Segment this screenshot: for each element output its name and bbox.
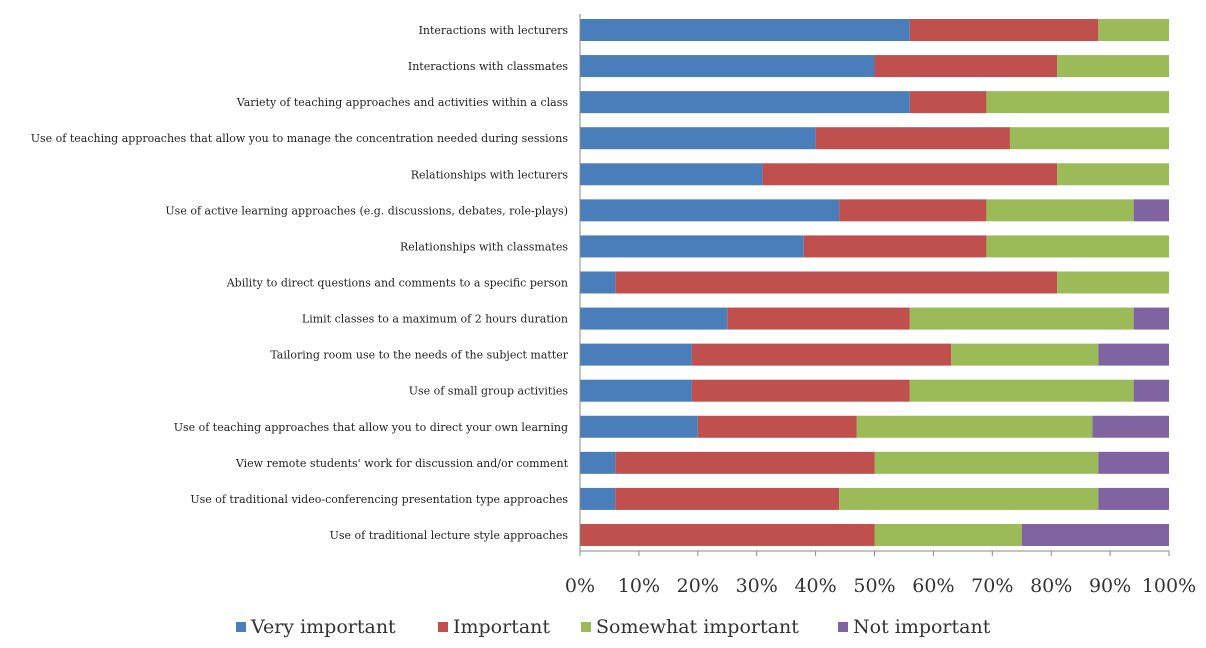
- bar-segment-somewhat-important: [839, 487, 1099, 510]
- bar-segment-very-important: [580, 127, 816, 150]
- bar-segment-not-important: [1133, 307, 1169, 330]
- bar-segment-somewhat-important: [1057, 163, 1169, 186]
- bar-segment-not-important: [1021, 523, 1169, 546]
- bar-segment-important: [762, 163, 1058, 186]
- category-label: View remote students' work for discussio…: [235, 457, 569, 470]
- category-label: Relationships with lecturers: [411, 168, 569, 181]
- category-label: Interactions with lecturers: [419, 24, 569, 37]
- category-label: Interactions with classmates: [408, 60, 569, 73]
- bar-segment-important: [615, 271, 1058, 294]
- x-tick-label: 40%: [794, 575, 836, 597]
- bar-segment-very-important: [580, 199, 840, 222]
- x-tick-label: 100%: [1142, 575, 1196, 597]
- category-label: Relationships with classmates: [400, 240, 568, 253]
- bar-segment-very-important: [580, 235, 804, 258]
- bar-segment-somewhat-important: [951, 343, 1099, 366]
- bar-segment-not-important: [1098, 343, 1169, 366]
- category-label: Use of active learning approaches (e.g. …: [165, 204, 568, 217]
- bar-segment-somewhat-important: [986, 199, 1134, 222]
- bar-segment-very-important: [580, 379, 692, 402]
- bar-segment-important: [909, 91, 987, 114]
- bar-segment-somewhat-important: [1098, 19, 1169, 41]
- legend-swatch-somewhat-important: [581, 622, 591, 632]
- legend-swatch-not-important: [838, 622, 848, 632]
- legend: Very important Important Somewhat importan…: [236, 616, 991, 638]
- bar-segment-important: [839, 199, 987, 222]
- bar-segment-somewhat-important: [856, 415, 1093, 438]
- category-label: Variety of teaching approaches and activ…: [236, 96, 569, 109]
- bar-segment-important: [727, 307, 910, 330]
- bar-segment-important: [874, 55, 1058, 78]
- bar-segment-important: [615, 487, 840, 510]
- bar-segment-important: [803, 235, 987, 258]
- x-tick-label: 60%: [912, 575, 954, 597]
- bar-segment-somewhat-important: [1057, 271, 1169, 294]
- bar-segment-not-important: [1098, 487, 1169, 510]
- bar-segment-important: [909, 19, 1099, 41]
- bar-segment-important: [691, 379, 910, 402]
- bar-segment-somewhat-important: [986, 235, 1169, 258]
- bar-segment-important: [580, 523, 875, 546]
- bar-segment-very-important: [580, 163, 763, 186]
- bar-segment-somewhat-important: [986, 91, 1169, 114]
- x-tick-label: 30%: [736, 575, 778, 597]
- bar-segment-very-important: [580, 19, 910, 41]
- bar-segment-very-important: [580, 343, 692, 366]
- category-label: Use of small group activities: [409, 385, 569, 398]
- bar-segment-somewhat-important: [909, 307, 1134, 330]
- bars-group: [580, 19, 1169, 546]
- bar-segment-not-important: [1133, 199, 1169, 222]
- bar-segment-very-important: [580, 271, 616, 294]
- bar-segment-somewhat-important: [1057, 55, 1169, 78]
- x-tick-label: 0%: [565, 575, 595, 597]
- category-label: Use of teaching approaches that allow yo…: [31, 132, 569, 145]
- x-tick-label: 80%: [1030, 575, 1072, 597]
- category-label: Use of traditional video-conferencing pr…: [190, 493, 568, 506]
- legend-label-not-important: Not important: [853, 616, 991, 638]
- category-label: Use of teaching approaches that allow yo…: [174, 421, 568, 434]
- bar-segment-not-important: [1133, 379, 1169, 402]
- bar-segment-very-important: [580, 307, 728, 330]
- bar-segment-somewhat-important: [874, 451, 1099, 474]
- bar-segment-important: [615, 451, 875, 474]
- category-label: Ability to direct questions and comments…: [226, 276, 568, 289]
- bar-segment-very-important: [580, 55, 875, 78]
- category-label: Tailoring room use to the needs of the s…: [270, 349, 568, 362]
- bar-segment-not-important: [1092, 415, 1169, 438]
- bar-segment-somewhat-important: [909, 379, 1134, 402]
- legend-swatch-important: [438, 622, 448, 632]
- x-tick-label: 90%: [1089, 575, 1131, 597]
- bar-segment-important: [815, 127, 1010, 150]
- x-tick-label: 10%: [618, 575, 660, 597]
- bar-segment-somewhat-important: [1009, 127, 1169, 150]
- x-axis-ticks: 0% 10% 20% 30% 40% 50% 60% 70% 80% 90% 100%: [565, 550, 1196, 597]
- x-tick-label: 70%: [971, 575, 1013, 597]
- x-tick-label: 50%: [853, 575, 895, 597]
- bar-segment-important: [697, 415, 857, 438]
- bar-segment-not-important: [1098, 451, 1169, 474]
- bar-segment-somewhat-important: [874, 523, 1022, 546]
- legend-label-somewhat-important: Somewhat important: [596, 616, 799, 638]
- bar-segment-important: [691, 343, 952, 366]
- bar-segment-very-important: [580, 451, 616, 474]
- x-tick-label: 20%: [677, 575, 719, 597]
- legend-swatch-very-important: [236, 622, 246, 632]
- category-labels: Interactions with lecturers Interactions …: [31, 24, 569, 542]
- category-label: Limit classes to a maximum of 2 hours du…: [302, 313, 568, 326]
- bar-segment-very-important: [580, 91, 910, 114]
- bar-segment-very-important: [580, 415, 698, 438]
- legend-label-very-important: Very important: [250, 616, 396, 638]
- legend-label-important: Important: [453, 616, 550, 638]
- bar-segment-very-important: [580, 487, 616, 510]
- category-label: Use of traditional lecture style approac…: [330, 529, 569, 542]
